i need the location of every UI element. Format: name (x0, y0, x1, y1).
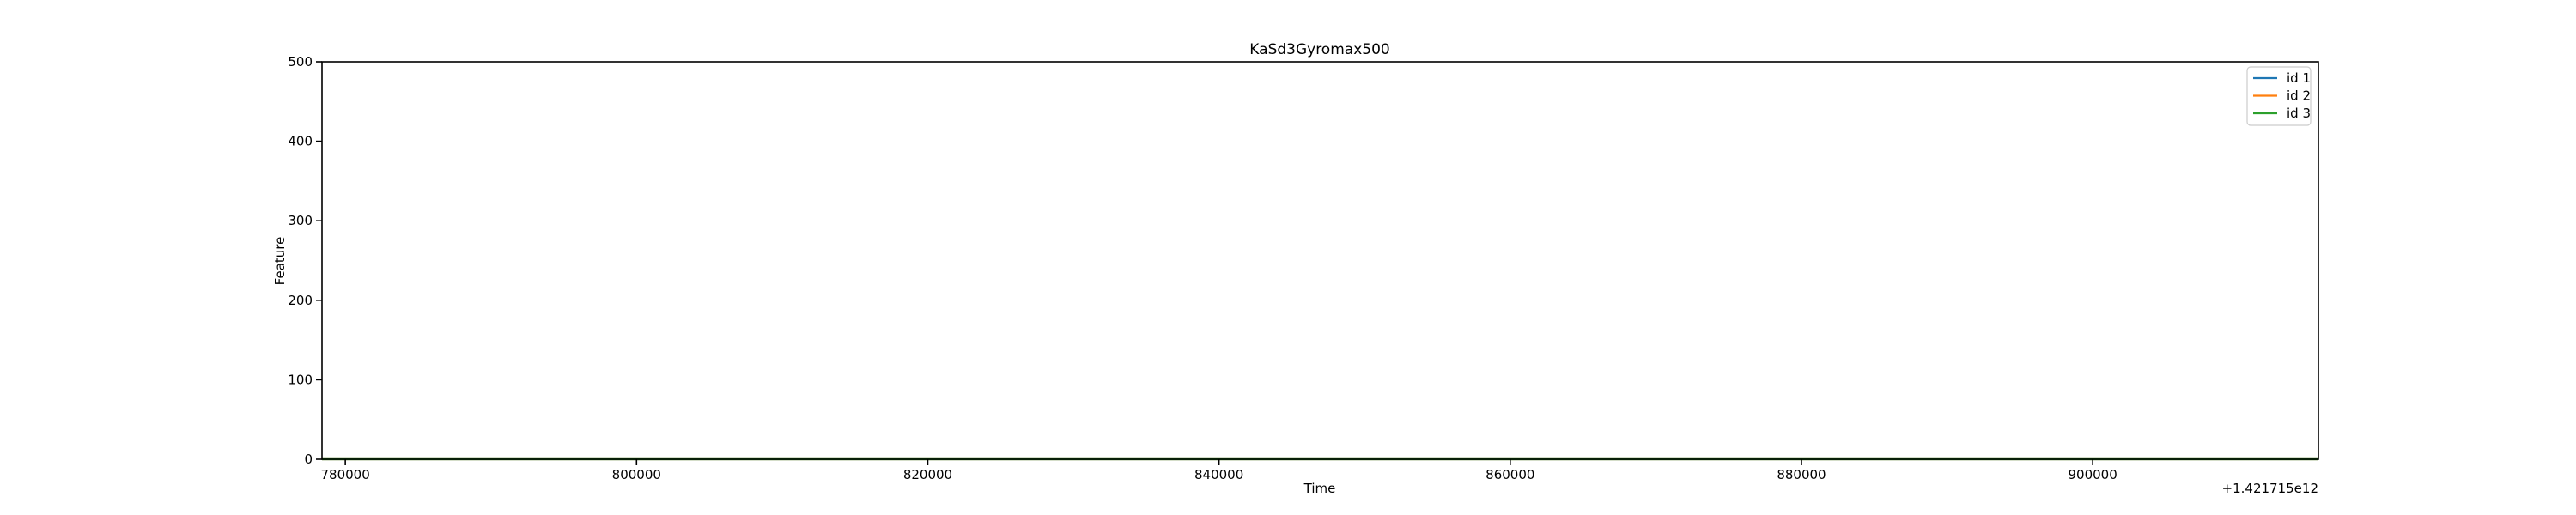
y-axis: 0 100 200 300 400 500 (288, 54, 322, 467)
y-tick-label: 500 (288, 54, 313, 70)
x-axis-label: Time (1303, 481, 1336, 496)
x-tick-label: 860000 (1485, 467, 1534, 482)
plot-area (321, 61, 2319, 461)
x-tick-label: 900000 (2069, 467, 2117, 482)
legend-entries: id 1 id 2 id 3 (2253, 70, 2311, 121)
y-axis-label: Feature (272, 237, 288, 286)
y-tick-label: 200 (288, 293, 313, 308)
y-tick-label: 100 (288, 372, 313, 387)
legend: id 1 id 2 id 3 (2246, 66, 2312, 126)
plot-background (322, 62, 2318, 459)
x-tick-label: 780000 (321, 467, 370, 482)
x-tick-label: 840000 (1194, 467, 1243, 482)
x-tick-label: 800000 (612, 467, 661, 482)
y-tick-label: 0 (304, 451, 313, 467)
x-tick-label: 820000 (903, 467, 952, 482)
x-axis: 780000 800000 820000 840000 860000 880000 9000… (321, 459, 2117, 482)
chart-title: KaSd3Gyromax500 (1249, 41, 1389, 58)
legend-label: id 1 (2287, 70, 2311, 86)
y-tick-label: 400 (288, 134, 313, 149)
plot-frame (321, 61, 2319, 460)
x-tick-label: 880000 (1777, 467, 1826, 482)
y-tick-label: 300 (288, 213, 313, 228)
legend-frame (2246, 66, 2312, 126)
legend-label: id 3 (2287, 106, 2311, 121)
x-axis-offset-label: +1.421715e12 (2222, 481, 2318, 496)
legend-label: id 2 (2287, 88, 2311, 104)
